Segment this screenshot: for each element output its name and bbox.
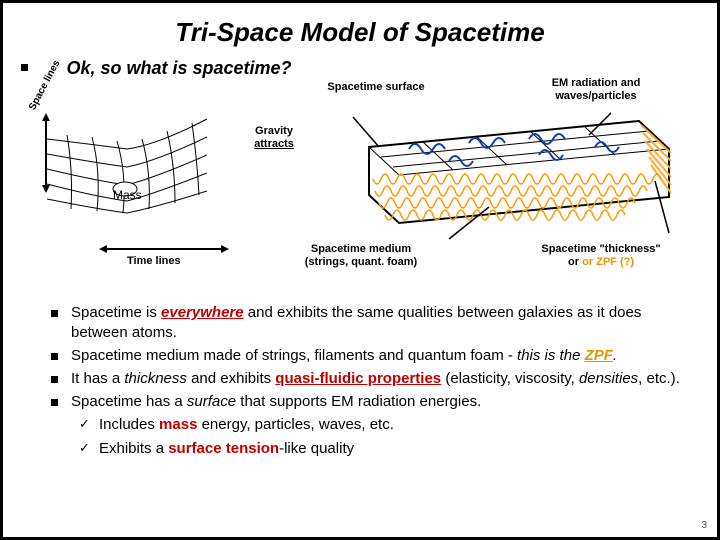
gravity-line1: Gravity — [255, 125, 293, 137]
spacetime-slab-diagram — [339, 111, 679, 241]
page-number: 3 — [701, 520, 707, 531]
diagram-region: Space lines Mass — [21, 83, 699, 293]
bullet-4-sub1: Includes mass energy, particles, waves, … — [79, 415, 691, 435]
body-bullets: Spacetime is everywhere and exhibits the… — [51, 303, 691, 459]
subtitle-row: Ok, so what is spacetime? — [21, 58, 699, 79]
spacetime-thickness-label: Spacetime "thickness" or or ZPF (?) — [521, 243, 681, 269]
mass-label: Mass — [113, 188, 142, 202]
timelines-label: Time lines — [127, 255, 181, 267]
bullet-icon — [21, 64, 28, 71]
thickness-line1: Spacetime "thickness" — [541, 243, 660, 255]
thickness-line2: or or ZPF (?) — [568, 256, 634, 268]
spacetime-medium-label: Spacetime medium (strings, quant. foam) — [281, 243, 441, 269]
gravity-label: Gravity attracts — [239, 125, 309, 151]
em-radiation-label: EM radiation and waves/particles — [531, 77, 661, 103]
slide-subtitle: Ok, so what is spacetime? — [66, 58, 291, 78]
gravity-line2: attracts — [254, 138, 294, 150]
medium-line1: Spacetime medium — [311, 243, 411, 255]
bullet-2: Spacetime medium made of strings, filame… — [51, 346, 691, 366]
slide-title: Tri-Space Model of Spacetime — [21, 17, 699, 48]
medium-line2: (strings, quant. foam) — [305, 256, 417, 268]
spacetime-surface-label: Spacetime surface — [311, 81, 441, 94]
bullet-4-sub2: Exhibits a surface tension-like quality — [79, 439, 691, 459]
bullet-1: Spacetime is everywhere and exhibits the… — [51, 303, 691, 343]
em-radiation-line1: EM radiation and — [552, 77, 641, 89]
timelines-arrow-icon — [99, 245, 229, 253]
spacetime-grid-diagram — [47, 109, 207, 229]
bullet-4: Spacetime has a surface that supports EM… — [51, 392, 691, 412]
bullet-3: It has a thickness and exhibits quasi-fl… — [51, 369, 691, 389]
em-radiation-line2: waves/particles — [555, 90, 636, 102]
slide-frame: Tri-Space Model of Spacetime Ok, so what… — [0, 0, 720, 540]
